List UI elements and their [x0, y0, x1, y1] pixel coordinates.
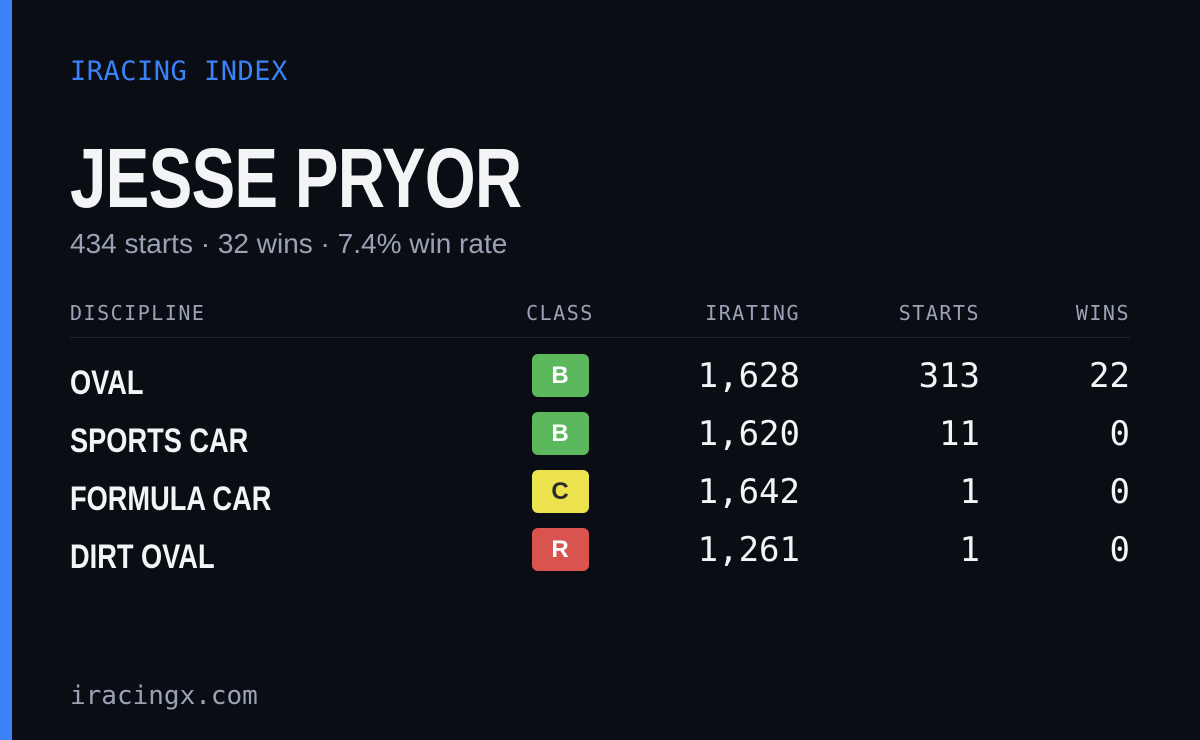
class-badge: B: [531, 412, 589, 455]
starts-value: 1: [959, 472, 980, 512]
discipline: SPORTS CAR: [70, 422, 249, 460]
starts-value: 11: [939, 414, 980, 454]
irating-value: 1,261: [697, 530, 800, 570]
column-header: STARTS: [898, 301, 980, 325]
irating-value: 1,642: [697, 472, 800, 512]
column-header: DISCIPLINE: [70, 301, 206, 325]
class-badge: R: [531, 528, 589, 571]
accent-bar: [0, 0, 12, 740]
wins-value: 0: [1109, 530, 1130, 570]
wins-value: 0: [1109, 472, 1130, 512]
wins-value: 0: [1109, 414, 1130, 454]
irating-value: 1,628: [697, 356, 800, 396]
discipline: DIRT OVAL: [70, 538, 215, 576]
footer: iracingx.com: [70, 681, 258, 711]
class-badge: B: [531, 354, 589, 397]
driver-summary: 434 starts · 32 wins · 7.4% win rate: [70, 228, 508, 259]
irating-value: 1,620: [697, 414, 800, 454]
header-rule: [70, 337, 1130, 338]
discipline: FORMULA CAR: [70, 480, 272, 518]
driver-name: JESSE PRYOR: [70, 131, 522, 225]
column-header: WINS: [1075, 301, 1130, 325]
starts-value: 313: [918, 356, 980, 396]
column-header: CLASS: [526, 301, 594, 325]
column-header: IRATING: [705, 301, 800, 325]
class-badge: C: [531, 470, 589, 513]
brand: IRACING INDEX: [70, 56, 288, 87]
starts-value: 1: [959, 530, 980, 570]
discipline: OVAL: [70, 364, 144, 402]
wins-value: 22: [1089, 356, 1130, 396]
